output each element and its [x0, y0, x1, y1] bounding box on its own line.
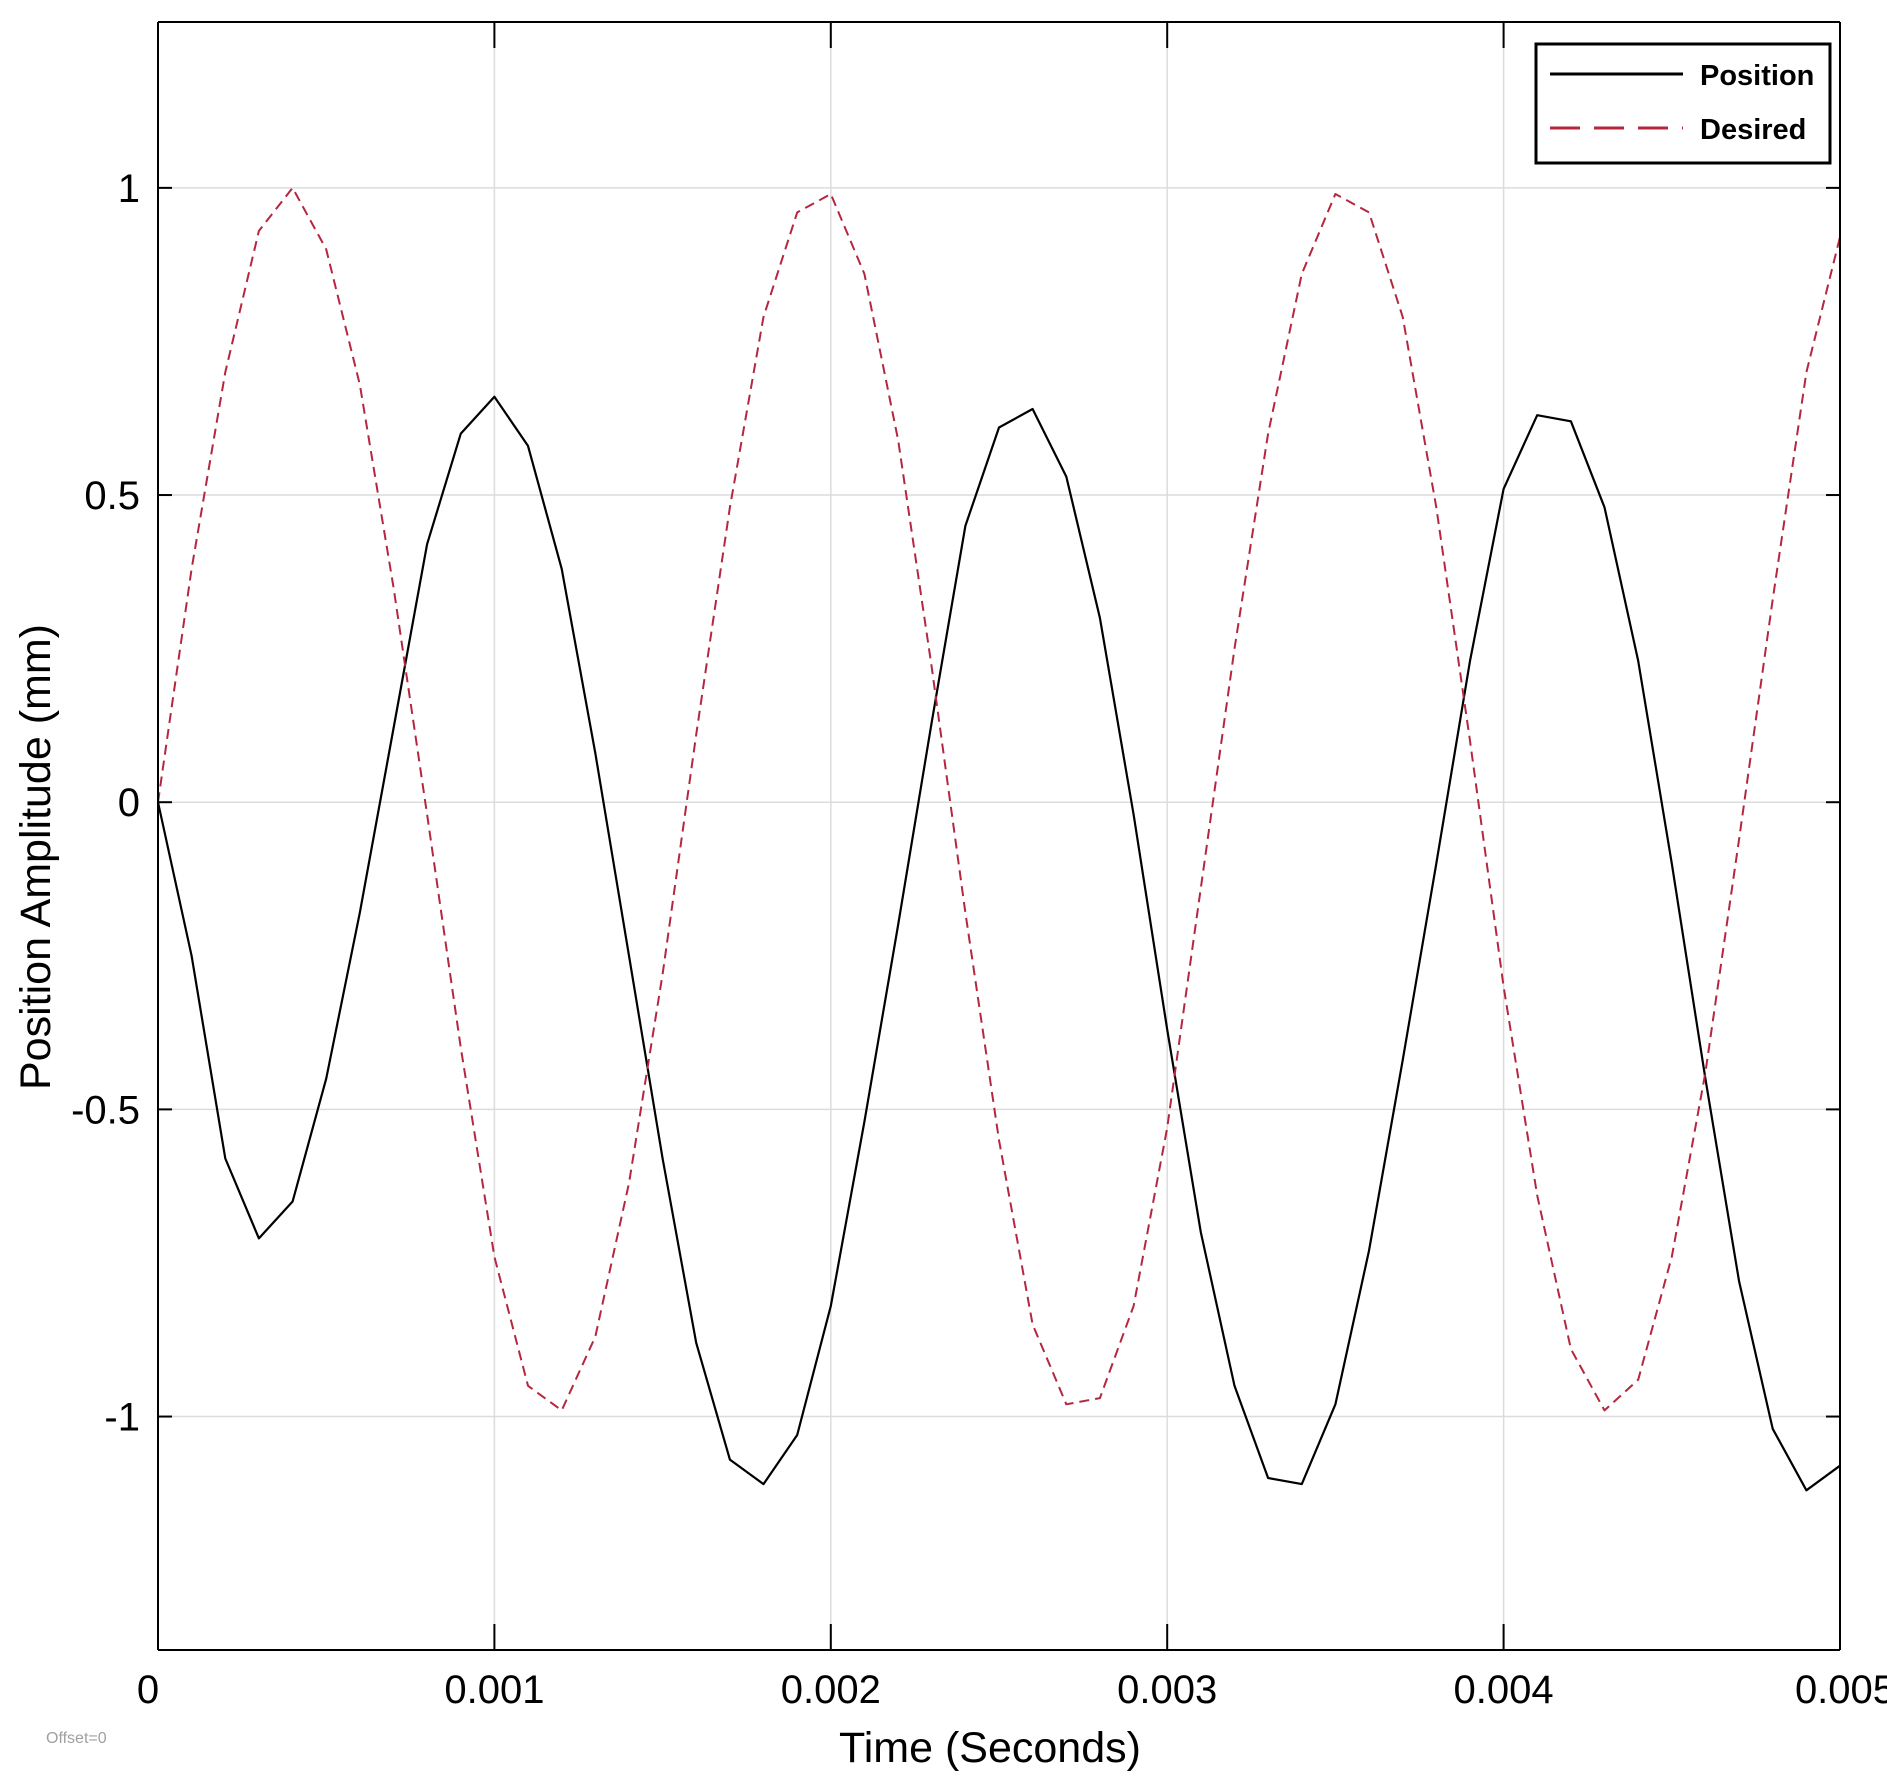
- series-line-position: [156, 395, 1841, 1492]
- y-tick-label: -1: [104, 1396, 140, 1440]
- x-tick-label: 0: [137, 1668, 159, 1712]
- x-tick-label: 0.002: [781, 1668, 881, 1712]
- x-axis-title: Time (Seconds): [839, 1724, 1141, 1772]
- offset-footnote: Offset=0: [46, 1730, 107, 1747]
- y-tick-label: 0: [118, 781, 140, 825]
- legend-label-position: Position: [1700, 60, 1814, 92]
- y-tick-label: -0.5: [71, 1088, 140, 1132]
- tick-labels: 0 0.001 0.002 0.003 0.004 0.005 -1 -0.5 0 0.5 1: [71, 167, 1887, 1712]
- y-tick-label: 1: [118, 167, 140, 211]
- series-line-desired: [157, 186, 1841, 1412]
- legend-label-desired: Desired: [1700, 114, 1806, 146]
- y-tick-label: 0.5: [84, 474, 140, 518]
- axes: [157, 21, 1841, 1651]
- y-axis-title: Position Amplitude (mm): [12, 624, 60, 1090]
- x-tick-label: 0.004: [1454, 1668, 1554, 1712]
- x-tick-label: 0.005: [1795, 1668, 1887, 1712]
- x-tick-label: 0.001: [444, 1668, 544, 1712]
- x-tick-label: 0.003: [1117, 1668, 1217, 1712]
- series-layer: [156, 186, 1841, 1492]
- legend-box: [1534, 42, 1832, 165]
- gridlines: [158, 22, 1840, 1650]
- legend: Position Desired: [1534, 42, 1832, 165]
